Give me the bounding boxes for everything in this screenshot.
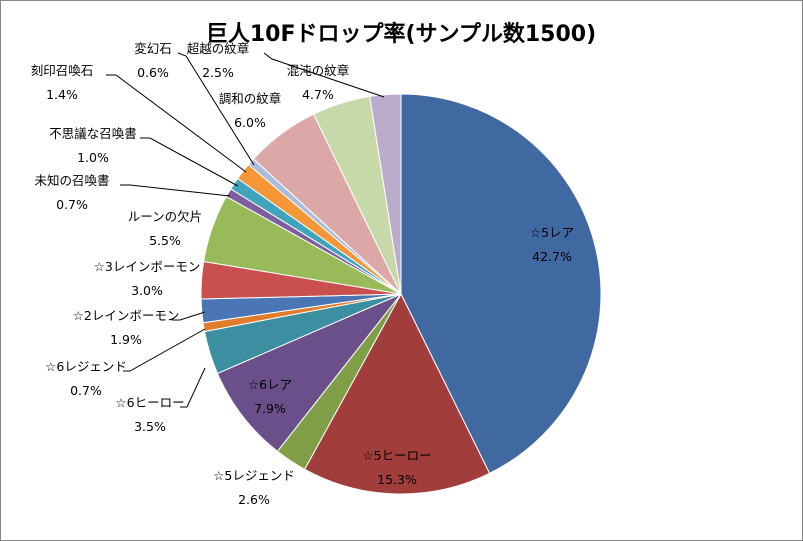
pie-slice-4 (216, 293, 402, 452)
slice-name-label: 変幻石 (134, 41, 172, 56)
slice-name-label: ☆6ヒーロー (115, 395, 184, 410)
slice-percent-label: 2.5% (202, 65, 234, 80)
slice-name-label: 調和の紋章 (219, 91, 282, 106)
slice-percent-label: 7.9% (254, 401, 286, 416)
leader-lines (106, 52, 385, 408)
leader-line-11 (140, 137, 239, 187)
leader-line-12 (106, 74, 247, 173)
slice-percent-label: 0.7% (70, 383, 102, 398)
slice-name-label: ☆5ヒーロー (362, 448, 431, 463)
pie-slice-1 (400, 93, 602, 475)
slice-percent-label: 3.0% (131, 283, 163, 298)
slice-name-label: ルーンの欠片 (128, 209, 202, 224)
slice-percent-label: 0.6% (137, 65, 169, 80)
slice-percent-label: 0.7% (56, 197, 88, 212)
slice-name-label: 不思議な召喚書 (49, 126, 137, 141)
leader-line-10 (120, 184, 231, 197)
pie-slices (200, 93, 602, 495)
slice-name-label: ☆2レインボーモン (73, 308, 180, 323)
slice-name-label: 刻印召喚石 (31, 63, 94, 78)
slice-percent-label: 42.7% (532, 249, 572, 264)
slice-name-label: 未知の召喚書 (34, 173, 109, 188)
slice-percent-label: 1.9% (110, 332, 142, 347)
slice-name-label: 超越の紋章 (187, 41, 250, 56)
slice-percent-label: 4.7% (302, 87, 334, 102)
slice-name-label: ☆5レア (530, 225, 574, 240)
slice-name-label: ☆6レジェンド (45, 359, 127, 374)
leader-line-6 (123, 328, 206, 372)
leader-line-5 (180, 367, 206, 408)
slice-name-label: 混沌の紋章 (287, 63, 350, 78)
slice-percent-label: 1.4% (46, 87, 78, 102)
slice-percent-label: 5.5% (149, 233, 181, 248)
leader-line-16 (263, 52, 385, 98)
leader-line-13 (177, 52, 255, 166)
slice-name-label: ☆5レジェンド (213, 468, 295, 483)
slice-percent-label: 3.5% (134, 419, 166, 434)
chart-title: 巨人10Fドロップ率(サンプル数1500) (206, 21, 596, 47)
slice-name-label: ☆3レインボーモン (94, 259, 201, 274)
pie-slice-2 (303, 292, 491, 495)
data-labels: ☆5レア 42.7% ☆5ヒーロー 15.3% ☆5レジェンド 2.6% ☆6レア 7.9% ☆… (31, 41, 574, 507)
slice-percent-label: 2.6% (238, 492, 270, 507)
slice-percent-label: 1.0% (77, 150, 109, 165)
slice-percent-label: 6.0% (234, 115, 266, 130)
slice-name-label: ☆6レア (248, 377, 292, 392)
slice-percent-label: 15.3% (377, 472, 417, 487)
pie-slice-16 (369, 93, 402, 295)
leader-line-7 (172, 311, 206, 321)
